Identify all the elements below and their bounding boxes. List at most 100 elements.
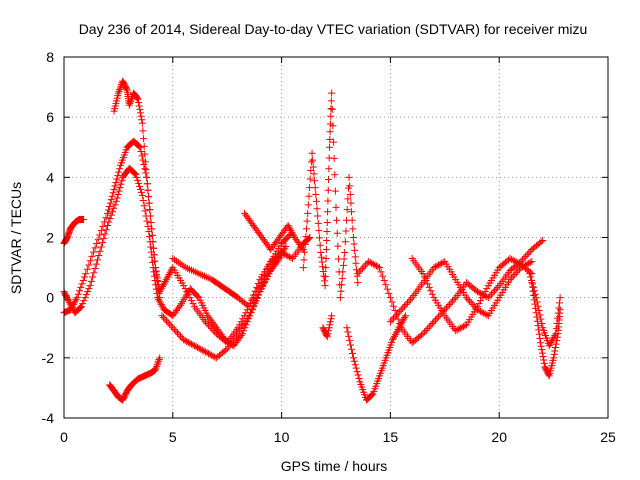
data-point (430, 264, 438, 272)
data-point (261, 271, 269, 279)
data-point (469, 301, 477, 309)
data-point (486, 292, 494, 300)
data-point (328, 312, 336, 320)
data-point (399, 304, 407, 312)
data-point (312, 197, 320, 205)
data-point (245, 312, 253, 320)
data-point (473, 288, 481, 296)
data-point (311, 177, 319, 185)
data-point (520, 254, 528, 262)
data-point (146, 212, 154, 220)
data-point (539, 237, 547, 245)
data-point (206, 323, 214, 331)
data-point (281, 244, 289, 252)
data-point (86, 282, 94, 290)
data-point (136, 143, 144, 151)
data-point (201, 318, 209, 326)
data-point (141, 150, 149, 158)
data-point (512, 269, 520, 277)
data-point (344, 328, 352, 336)
data-point (325, 143, 333, 151)
data-point (331, 171, 339, 179)
data-point (110, 185, 118, 193)
data-point (141, 158, 149, 166)
data-point (74, 290, 82, 298)
series-B (60, 164, 290, 350)
data-point (552, 330, 560, 338)
data-point (345, 173, 353, 181)
data-point (535, 307, 543, 315)
series-J (319, 312, 336, 341)
data-point (535, 330, 543, 338)
data-point (319, 263, 327, 271)
data-point (135, 102, 143, 110)
data-point (321, 273, 329, 281)
data-point (151, 264, 159, 272)
data-point (310, 170, 318, 178)
series-P (526, 270, 564, 350)
data-point (243, 301, 251, 309)
data-point (529, 283, 537, 291)
data-point (139, 197, 147, 205)
data-point (369, 260, 377, 268)
y-tick-label: 2 (46, 230, 54, 246)
data-point (431, 316, 439, 324)
data-point (115, 168, 123, 176)
data-point (333, 216, 341, 224)
data-point (340, 255, 348, 263)
data-point (506, 255, 514, 263)
data-point (427, 321, 435, 329)
data-point (116, 184, 124, 192)
data-point (449, 297, 457, 305)
data-point (489, 289, 497, 297)
data-point (461, 322, 469, 330)
data-point (347, 199, 355, 207)
data-point (534, 302, 542, 310)
data-point (301, 248, 309, 256)
data-point (475, 289, 483, 297)
data-point (315, 227, 323, 235)
data-point (155, 356, 163, 364)
series-N (408, 255, 536, 335)
data-point (473, 303, 481, 311)
data-point (428, 319, 436, 327)
data-point (155, 289, 163, 297)
data-point (132, 170, 140, 178)
data-point (439, 258, 447, 266)
data-point (554, 309, 562, 317)
data-point (142, 166, 150, 174)
data-point (262, 268, 270, 276)
data-point (463, 294, 471, 302)
data-point (509, 256, 517, 264)
data-point (167, 322, 175, 330)
data-point (136, 182, 144, 190)
data-point (312, 191, 320, 199)
data-point (492, 285, 500, 293)
data-point (155, 285, 163, 293)
data-point (153, 276, 161, 284)
data-point (265, 261, 273, 269)
data-point (86, 257, 94, 265)
data-point (351, 253, 359, 261)
data-point (72, 295, 80, 303)
data-point (366, 258, 374, 266)
data-point (309, 156, 317, 164)
data-point (144, 186, 152, 194)
data-point (338, 274, 346, 282)
x-tick-label: 0 (60, 429, 68, 445)
data-point (475, 307, 483, 315)
data-point (424, 325, 432, 333)
data-point (316, 234, 324, 242)
data-point (80, 215, 88, 223)
data-point (349, 354, 357, 362)
data-point (314, 219, 322, 227)
data-point (284, 252, 292, 260)
data-point (348, 345, 356, 353)
data-point (386, 318, 394, 326)
data-point (127, 96, 135, 104)
data-point (402, 312, 410, 320)
data-point (89, 273, 97, 281)
data-point (306, 234, 314, 241)
data-point (113, 175, 121, 183)
data-point (528, 258, 536, 266)
